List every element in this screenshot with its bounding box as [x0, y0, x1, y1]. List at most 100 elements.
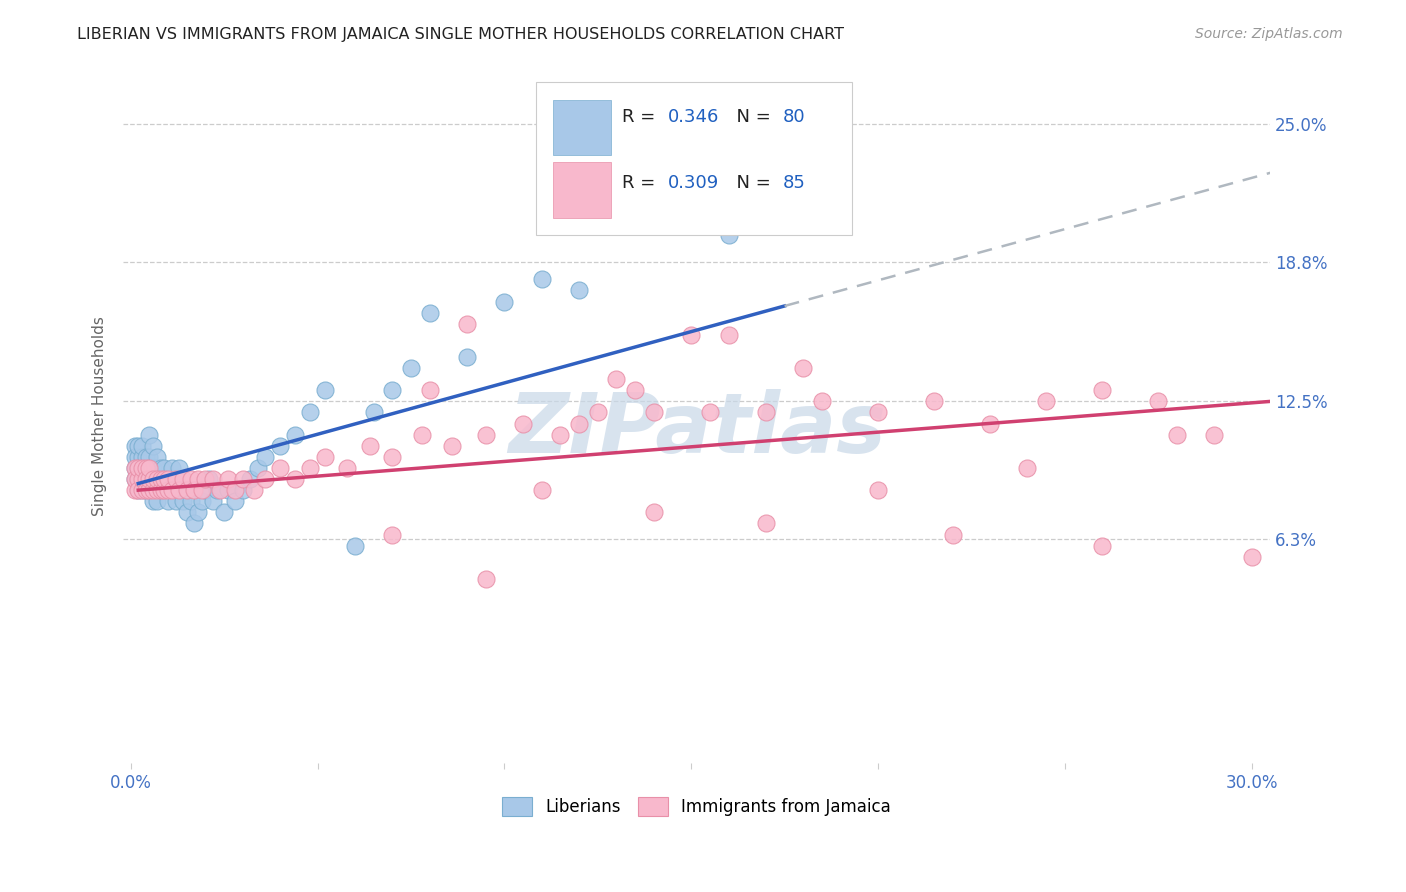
Point: [183, 516, 205, 531]
Point: [157, 494, 180, 508]
Point: [131, 472, 153, 486]
Point: [979, 417, 1001, 431]
Point: [568, 417, 591, 431]
Point: [474, 572, 496, 586]
Point: [201, 494, 224, 508]
Y-axis label: Single Mother Households: Single Mother Households: [93, 316, 107, 516]
Point: [165, 472, 187, 486]
Point: [142, 494, 165, 508]
Point: [381, 450, 404, 464]
Text: LIBERIAN VS IMMIGRANTS FROM JAMAICA SINGLE MOTHER HOUSEHOLDS CORRELATION CHART: LIBERIAN VS IMMIGRANTS FROM JAMAICA SING…: [77, 27, 845, 42]
Point: [624, 384, 647, 398]
Point: [146, 483, 169, 498]
Text: 80: 80: [783, 108, 806, 126]
Point: [165, 472, 187, 486]
Point: [1091, 539, 1114, 553]
Point: [1204, 427, 1226, 442]
FancyBboxPatch shape: [536, 82, 852, 235]
Point: [792, 361, 814, 376]
Point: [142, 472, 165, 486]
Point: [138, 450, 160, 464]
Point: [142, 472, 165, 486]
Point: [239, 472, 262, 486]
FancyBboxPatch shape: [554, 100, 610, 155]
Point: [146, 494, 169, 508]
Point: [681, 327, 703, 342]
Point: [124, 483, 146, 498]
Point: [135, 461, 157, 475]
Point: [131, 461, 153, 475]
Point: [441, 439, 464, 453]
Point: [419, 305, 441, 319]
Point: [127, 461, 149, 475]
FancyBboxPatch shape: [554, 162, 610, 218]
Point: [172, 494, 194, 508]
Point: [142, 461, 165, 475]
Point: [146, 461, 169, 475]
Point: [124, 472, 146, 486]
Point: [127, 472, 149, 486]
Point: [1017, 461, 1039, 475]
Point: [153, 461, 176, 475]
Point: [165, 494, 187, 508]
Point: [127, 483, 149, 498]
Point: [127, 439, 149, 453]
Point: [149, 461, 172, 475]
Point: [359, 439, 381, 453]
Point: [180, 494, 202, 508]
Point: [717, 327, 740, 342]
Point: [131, 461, 153, 475]
Point: [124, 439, 146, 453]
Point: [138, 427, 160, 442]
Point: [190, 483, 212, 498]
Point: [153, 483, 176, 498]
Point: [153, 472, 176, 486]
Text: 85: 85: [783, 174, 806, 192]
Point: [586, 405, 609, 419]
Point: [190, 494, 212, 508]
Point: [138, 483, 160, 498]
Point: [176, 483, 198, 498]
Point: [699, 405, 721, 419]
Point: [131, 483, 153, 498]
Point: [194, 472, 217, 486]
Point: [194, 483, 217, 498]
Text: R =: R =: [623, 108, 661, 126]
Point: [866, 405, 889, 419]
Text: ZIPatlas: ZIPatlas: [508, 389, 886, 470]
Point: [717, 227, 740, 242]
Point: [169, 483, 191, 498]
Point: [681, 184, 703, 198]
Point: [643, 206, 665, 220]
Point: [183, 483, 205, 498]
Point: [254, 472, 277, 486]
Point: [336, 461, 359, 475]
Text: 0.309: 0.309: [668, 174, 720, 192]
Point: [176, 505, 198, 519]
Point: [232, 472, 254, 486]
Point: [399, 361, 422, 376]
Point: [153, 472, 176, 486]
Point: [138, 461, 160, 475]
Text: Source: ZipAtlas.com: Source: ZipAtlas.com: [1195, 27, 1343, 41]
Point: [254, 450, 277, 464]
Point: [643, 405, 665, 419]
Point: [1035, 394, 1057, 409]
Text: R =: R =: [623, 174, 661, 192]
Point: [131, 439, 153, 453]
Point: [217, 472, 239, 486]
Point: [209, 483, 232, 498]
Point: [922, 394, 945, 409]
Point: [146, 472, 169, 486]
Point: [135, 461, 157, 475]
Point: [643, 505, 665, 519]
Point: [512, 417, 534, 431]
Point: [149, 483, 172, 498]
Point: [343, 539, 366, 553]
Point: [456, 317, 478, 331]
Point: [224, 494, 246, 508]
Point: [135, 450, 157, 464]
Point: [149, 483, 172, 498]
Point: [246, 461, 269, 475]
Point: [314, 384, 336, 398]
